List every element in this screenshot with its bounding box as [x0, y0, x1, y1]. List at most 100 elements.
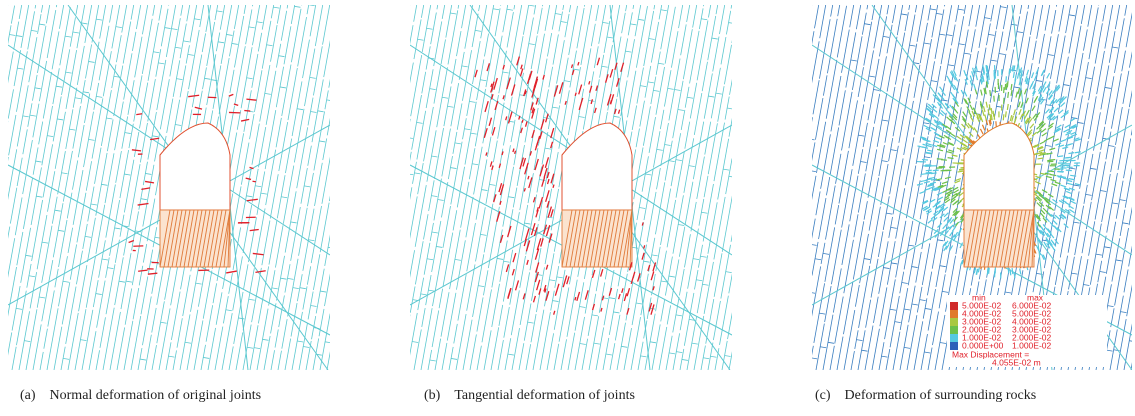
joint — [258, 33, 261, 52]
joint — [1111, 147, 1116, 172]
joint — [627, 71, 635, 118]
caption-a: (a) Normal deformation of original joint… — [20, 386, 261, 405]
joint-cross — [438, 199, 444, 200]
joint — [95, 148, 102, 184]
joint-cross — [669, 161, 675, 162]
vector — [944, 213, 948, 217]
deformation-mark — [651, 304, 654, 314]
joint — [484, 330, 491, 370]
deformation-mark — [577, 292, 580, 301]
joint — [145, 335, 151, 370]
joint — [129, 124, 133, 148]
joint — [276, 118, 281, 147]
joint — [1066, 5, 1073, 33]
joint — [315, 163, 323, 206]
vector — [993, 111, 994, 117]
joint — [914, 65, 920, 98]
joint — [1097, 51, 1105, 94]
joint — [681, 24, 687, 55]
joint-cross — [579, 116, 585, 117]
joint-cross — [678, 225, 684, 226]
vector — [924, 189, 930, 191]
joint — [868, 149, 877, 197]
joint — [1039, 34, 1044, 64]
joint-cross — [726, 272, 732, 273]
tunnel-opening — [562, 123, 632, 210]
joint-cross — [1107, 350, 1113, 351]
joint — [143, 244, 146, 263]
joint-cross — [418, 39, 424, 40]
joint — [252, 54, 258, 88]
joint-cross — [924, 123, 930, 124]
joint-cross — [958, 9, 964, 10]
joint — [851, 351, 854, 370]
joint — [279, 295, 285, 327]
joint — [507, 12, 513, 47]
vector — [973, 68, 975, 74]
joint — [928, 348, 932, 370]
joint — [547, 33, 551, 56]
vector — [990, 90, 991, 96]
joint — [139, 266, 143, 286]
joint — [816, 191, 820, 215]
joint — [1124, 269, 1128, 292]
joint-cross — [261, 193, 267, 194]
joint-cross — [613, 312, 619, 313]
vector — [1041, 129, 1046, 133]
deformation-mark — [648, 265, 650, 271]
vector — [1013, 72, 1014, 78]
joint — [282, 65, 291, 116]
joint-cross — [39, 24, 45, 25]
joint-cross — [942, 291, 948, 292]
joint — [568, 333, 575, 370]
joint — [1037, 5, 1048, 39]
joint-cross — [23, 116, 29, 117]
vector — [1025, 89, 1027, 95]
vector — [957, 171, 963, 172]
joint-cross — [658, 63, 664, 64]
joint — [62, 49, 70, 95]
joint-cross — [649, 38, 655, 39]
joint — [418, 163, 424, 194]
joint — [424, 214, 429, 239]
vector — [1053, 139, 1058, 141]
joint-cross — [293, 288, 299, 289]
vector — [946, 170, 952, 171]
joint — [815, 98, 822, 140]
joint — [909, 5, 919, 10]
joint — [864, 201, 867, 219]
joint — [1095, 23, 1102, 63]
joint — [886, 349, 890, 370]
joint — [23, 178, 32, 229]
panel-a-image — [8, 5, 330, 370]
joint — [708, 202, 717, 253]
joint — [873, 297, 878, 323]
joint-cross — [481, 190, 487, 191]
legend-swatch — [950, 310, 958, 318]
joint — [327, 340, 330, 370]
joint — [1103, 5, 1108, 21]
joint — [297, 127, 308, 188]
vector — [921, 180, 927, 181]
vector — [987, 66, 988, 72]
vector — [989, 268, 990, 274]
joint-cross — [823, 253, 829, 254]
joint — [21, 5, 31, 48]
vector — [1047, 160, 1053, 161]
joint — [1116, 107, 1123, 145]
joint-cross — [176, 79, 182, 80]
joint — [477, 346, 481, 370]
joint — [900, 325, 908, 370]
joint-cross — [644, 261, 650, 262]
deformation-mark — [521, 65, 522, 70]
joint-cross — [188, 54, 194, 55]
joint-cross — [96, 19, 102, 20]
joint-cross — [291, 222, 297, 223]
joint — [26, 309, 37, 370]
joint — [41, 5, 45, 13]
joint-cross — [462, 66, 468, 67]
vector — [952, 226, 955, 231]
joint-cross — [124, 174, 130, 175]
joint-cross — [158, 63, 164, 64]
joint — [410, 63, 413, 109]
